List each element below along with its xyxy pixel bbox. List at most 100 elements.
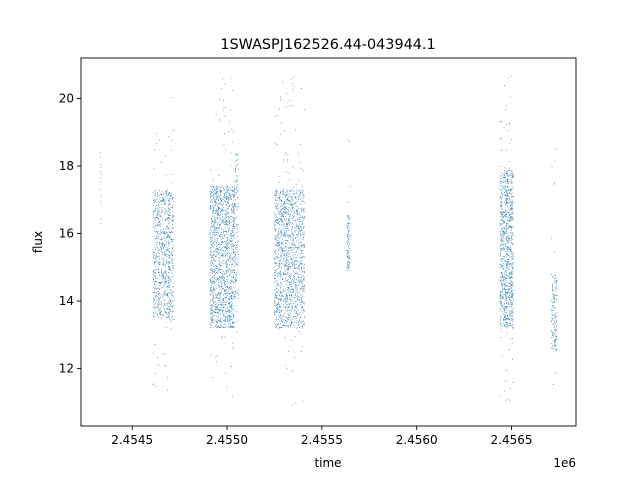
data-point	[280, 255, 282, 257]
data-point	[509, 292, 511, 294]
data-point	[299, 203, 301, 205]
data-point	[168, 301, 170, 302]
data-point	[214, 270, 216, 272]
data-point	[230, 237, 232, 239]
data-point	[225, 297, 227, 298]
data-point	[283, 318, 285, 320]
data-point	[294, 261, 296, 262]
data-point	[230, 313, 232, 315]
data-point	[511, 181, 513, 183]
data-point	[510, 239, 512, 241]
data-point	[508, 274, 510, 276]
data-point	[159, 264, 161, 266]
data-point	[172, 264, 174, 266]
data-point	[213, 310, 215, 312]
data-point	[281, 318, 283, 320]
data-point	[211, 264, 212, 266]
data-point	[173, 300, 175, 302]
data-point	[222, 304, 223, 306]
data-point	[218, 243, 220, 245]
data-point	[212, 315, 214, 317]
data-point	[512, 173, 514, 175]
data-point	[211, 207, 212, 209]
data-point	[555, 295, 557, 297]
data-point	[284, 154, 286, 156]
data-point	[294, 246, 296, 248]
data-point	[510, 273, 512, 275]
data-point	[293, 238, 294, 240]
data-point	[283, 235, 285, 236]
data-point	[280, 215, 282, 217]
data-point	[289, 203, 291, 205]
data-point	[292, 243, 294, 245]
data-point	[211, 285, 213, 287]
data-point	[228, 325, 230, 327]
data-point	[159, 297, 161, 299]
data-point	[503, 230, 505, 232]
data-point	[216, 268, 218, 269]
data-point	[166, 246, 168, 248]
data-point	[212, 236, 214, 237]
data-point	[220, 214, 222, 216]
data-point	[279, 214, 281, 216]
data-point	[276, 257, 278, 259]
data-point	[234, 257, 236, 259]
data-point	[234, 294, 235, 296]
data-point	[294, 203, 296, 205]
data-point	[233, 188, 235, 190]
data-point	[226, 224, 228, 226]
data-point	[152, 256, 154, 258]
data-point	[504, 226, 506, 228]
data-point	[168, 200, 170, 202]
data-point	[292, 266, 294, 268]
data-point	[152, 281, 154, 283]
data-point	[285, 226, 287, 228]
data-point	[512, 310, 514, 312]
data-point	[288, 172, 290, 174]
data-point	[161, 268, 162, 270]
data-point	[154, 195, 156, 197]
data-point	[277, 250, 279, 251]
data-point	[226, 216, 228, 218]
data-point	[285, 222, 287, 224]
data-point	[503, 323, 504, 324]
data-point	[158, 222, 160, 224]
data-point	[510, 201, 511, 203]
data-point	[502, 291, 504, 293]
data-point	[224, 115, 226, 117]
data-point	[224, 324, 226, 325]
data-point	[288, 222, 290, 224]
data-point	[224, 293, 226, 295]
data-point	[512, 219, 514, 220]
data-point	[170, 269, 172, 271]
data-point	[295, 237, 296, 239]
data-point	[507, 207, 509, 208]
data-point	[218, 194, 220, 196]
data-point	[554, 316, 556, 318]
data-point	[500, 304, 502, 306]
data-point	[235, 256, 237, 258]
data-point	[508, 240, 510, 242]
data-point	[227, 186, 228, 188]
data-point	[512, 274, 514, 276]
data-point	[224, 234, 226, 236]
data-point	[227, 246, 228, 248]
data-point	[507, 254, 509, 256]
data-point	[215, 320, 217, 322]
data-point	[169, 219, 171, 221]
data-point	[505, 223, 507, 225]
data-point	[169, 309, 170, 311]
data-point	[301, 88, 302, 90]
data-point	[156, 192, 158, 193]
data-point	[224, 277, 226, 279]
data-point	[225, 268, 227, 270]
data-point	[164, 202, 166, 204]
data-point	[215, 205, 216, 206]
data-point	[165, 209, 167, 211]
data-point	[154, 200, 156, 202]
data-point	[212, 263, 214, 265]
data-point	[226, 250, 228, 252]
data-point	[287, 220, 289, 222]
data-point	[508, 221, 510, 223]
data-point	[502, 274, 504, 275]
